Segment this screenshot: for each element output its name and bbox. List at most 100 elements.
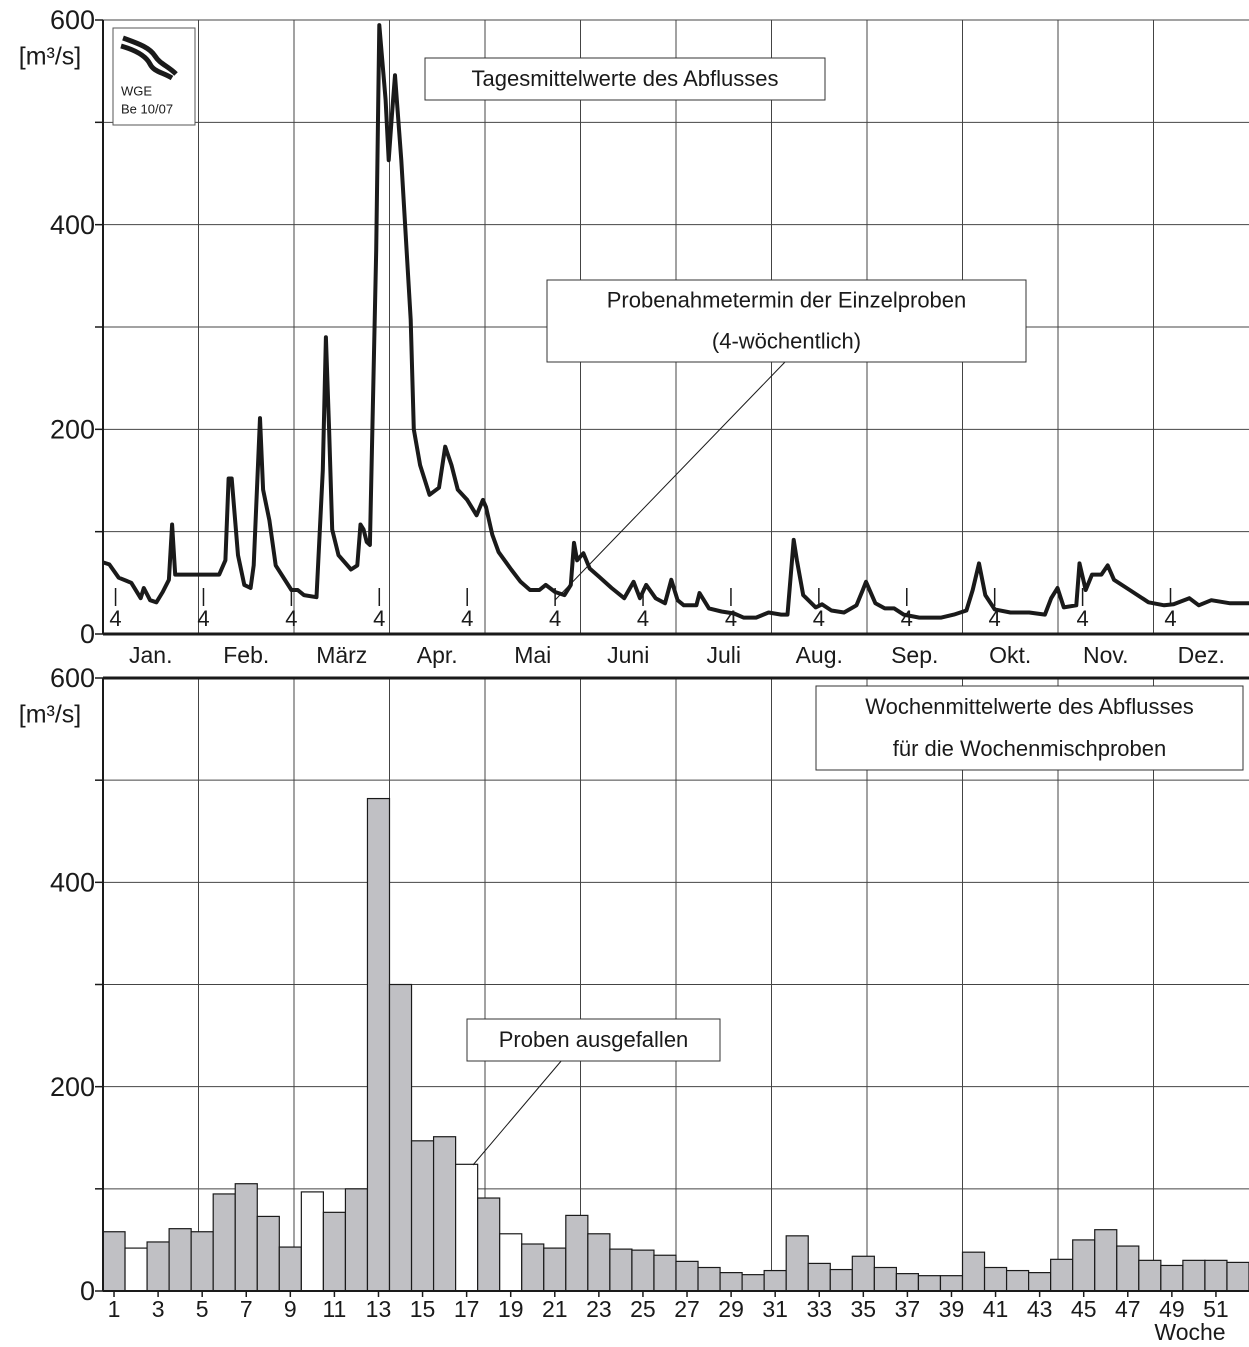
x-tick-label: 21	[542, 1296, 568, 1322]
title-box	[424, 57, 826, 101]
bar	[455, 1163, 479, 1292]
annotation-text: Proben ausgefallen	[499, 1027, 689, 1052]
x-tick-label: 15	[410, 1296, 436, 1322]
month-label: Nov.	[1083, 642, 1129, 668]
bar	[895, 1273, 920, 1292]
bar	[675, 1260, 699, 1292]
month-label: Juni	[607, 642, 649, 668]
bar	[366, 797, 391, 1292]
month-label: Jan.	[129, 642, 172, 668]
x-tick-label: 13	[366, 1296, 392, 1322]
bar	[1182, 1259, 1206, 1292]
x-tick-label: 27	[674, 1296, 700, 1322]
annotation-box	[546, 279, 1027, 363]
title-text: Wochenmittelwerte des Abflusses	[865, 694, 1194, 719]
y-tick-label: 400	[50, 867, 95, 897]
x-tick-label: 9	[284, 1296, 297, 1322]
x-tick-label: 31	[762, 1296, 788, 1322]
bar	[1116, 1245, 1140, 1292]
bar	[1028, 1272, 1052, 1292]
bar	[631, 1249, 655, 1292]
sampling-label: 4	[373, 606, 385, 631]
month-label: Dez.	[1178, 642, 1225, 668]
bar	[587, 1233, 611, 1292]
bar	[146, 1241, 170, 1292]
bar	[300, 1191, 324, 1292]
bar	[653, 1254, 677, 1292]
y-tick-label: 200	[50, 414, 95, 444]
y-tick-label: 600	[50, 663, 95, 693]
title-text: für die Wochenmischproben	[893, 736, 1167, 761]
bar	[829, 1268, 853, 1292]
bar	[1094, 1229, 1118, 1292]
x-tick-label: 39	[939, 1296, 965, 1322]
bar	[190, 1231, 214, 1292]
bar	[1005, 1269, 1030, 1292]
bar	[102, 1231, 126, 1292]
title-text: Tagesmittelwerte des Abflusses	[472, 66, 779, 91]
bar	[1204, 1259, 1228, 1292]
sampling-label: 4	[989, 606, 1001, 631]
x-tick-label: 47	[1115, 1296, 1141, 1322]
x-tick-label: 25	[630, 1296, 656, 1322]
month-label: Feb.	[223, 642, 269, 668]
sampling-label: 4	[1164, 606, 1176, 631]
x-tick-label: 1	[108, 1296, 121, 1322]
x-tick-label: 49	[1159, 1296, 1185, 1322]
bar	[1138, 1259, 1162, 1292]
sampling-label: 4	[637, 606, 649, 631]
bar	[565, 1214, 589, 1292]
x-tick-label: 51	[1203, 1296, 1229, 1322]
month-label: März	[316, 642, 367, 668]
x-tick-label: 19	[498, 1296, 524, 1322]
bar	[851, 1255, 875, 1292]
x-tick-label: 33	[806, 1296, 832, 1322]
month-label: Aug.	[796, 642, 843, 668]
bar	[697, 1266, 721, 1292]
x-tick-label: 37	[895, 1296, 921, 1322]
y-tick-label: 400	[50, 210, 95, 240]
x-tick-label: 29	[718, 1296, 744, 1322]
bar	[1160, 1264, 1184, 1292]
bar	[917, 1275, 942, 1292]
bar	[983, 1266, 1008, 1292]
y-tick-label: 600	[50, 5, 95, 35]
month-label: Okt.	[989, 642, 1031, 668]
bar	[499, 1233, 523, 1292]
bar	[719, 1272, 743, 1292]
bar	[873, 1266, 897, 1292]
y-tick-label: 200	[50, 1072, 95, 1102]
month-label: Mai	[514, 642, 551, 668]
bar	[278, 1246, 302, 1292]
x-tick-label: 17	[454, 1296, 480, 1322]
bar	[543, 1247, 567, 1292]
bar	[741, 1274, 765, 1292]
annotation-box	[466, 1018, 721, 1062]
bar	[410, 1140, 435, 1292]
annotation-text: (4-wöchentlich)	[712, 328, 861, 353]
leader-line	[472, 1059, 563, 1166]
sampling-label: 4	[813, 606, 825, 631]
data-line	[102, 23, 1249, 620]
bar	[939, 1275, 964, 1292]
annotation-text: Probenahmetermin der Einzelproben	[607, 287, 967, 312]
x-tick-label: 3	[152, 1296, 165, 1322]
y-axis-label: [m³/s]	[19, 701, 82, 729]
x-tick-label: 23	[586, 1296, 612, 1322]
x-tick-label: 11	[322, 1296, 346, 1322]
bar	[785, 1235, 809, 1292]
sampling-label: 4	[725, 606, 737, 631]
y-tick-label: 0	[80, 619, 95, 649]
bar	[961, 1251, 986, 1292]
x-tick-label: 7	[240, 1296, 253, 1322]
x-tick-label: 43	[1027, 1296, 1053, 1322]
bar	[212, 1193, 236, 1292]
bar	[609, 1248, 633, 1292]
logo-box	[112, 27, 196, 126]
y-axis-label: [m³/s]	[19, 43, 82, 71]
y-tick-label: 0	[80, 1276, 95, 1306]
leader-line	[554, 361, 786, 601]
month-label: Apr.	[417, 642, 458, 668]
